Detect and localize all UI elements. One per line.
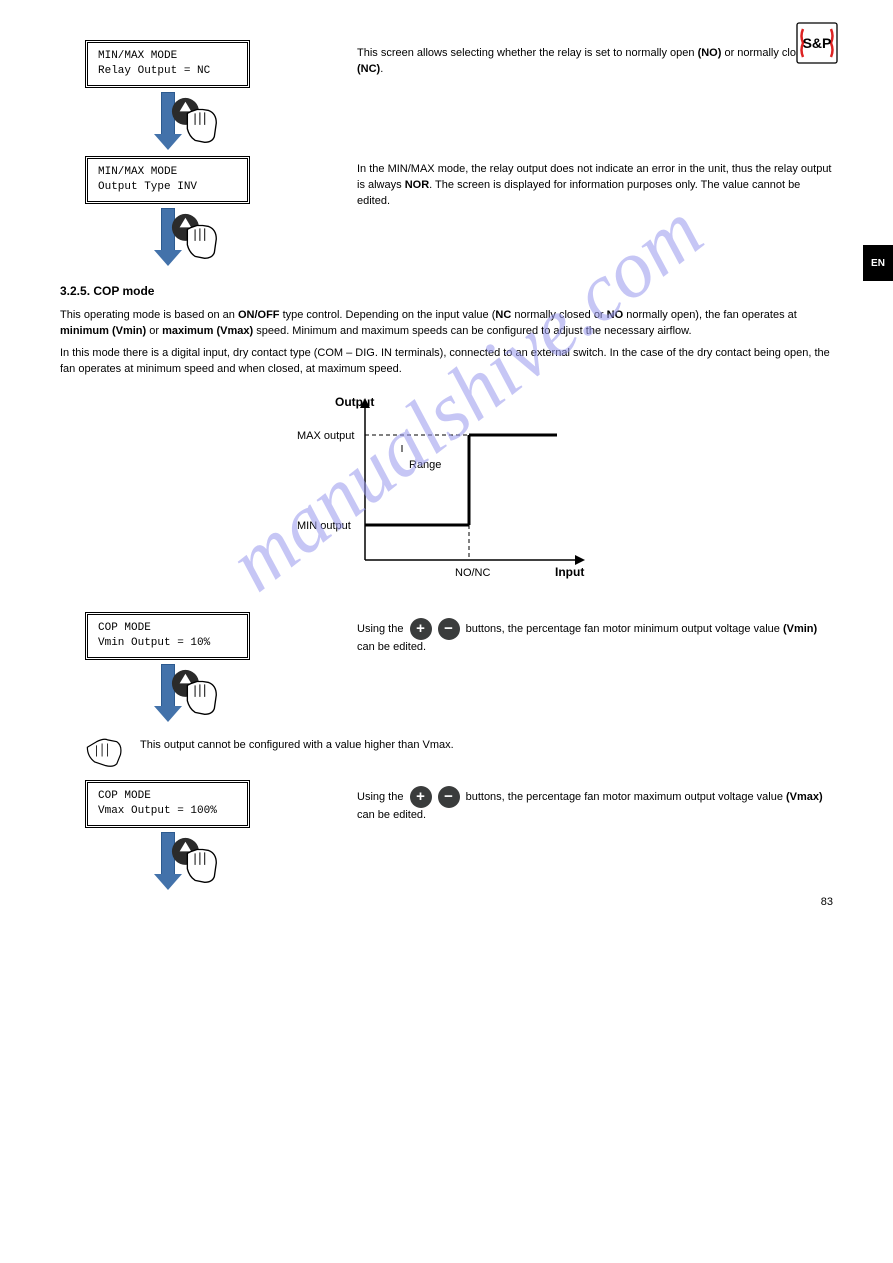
screen-line: MIN/MAX MODE <box>98 49 237 64</box>
screen-line: Relay Output = NC <box>98 64 237 79</box>
plus-minus-buttons: + − <box>410 786 460 808</box>
finger-press-down-icon <box>168 212 226 266</box>
svg-text:Range: Range <box>409 459 441 471</box>
down-arrow-press <box>85 208 250 266</box>
lcd-screen-vmin: COP MODE Vmin Output = 10% <box>85 612 250 660</box>
language-tab: EN <box>863 245 893 281</box>
step-description: Using the + − buttons, the percentage fa… <box>357 780 833 824</box>
finger-press-down-icon <box>168 96 226 150</box>
screen-line: MIN/MAX MODE <box>98 165 237 180</box>
cop-paragraph-2: In this mode there is a digital input, d… <box>60 346 833 378</box>
screen-line: COP MODE <box>98 789 237 804</box>
down-arrow-press <box>85 92 250 150</box>
step-description: This screen allows selecting whether the… <box>357 40 833 78</box>
lcd-screen-output-type: MIN/MAX MODE Output Type INV <box>85 156 250 204</box>
svg-text:S&P: S&P <box>803 35 832 51</box>
svg-text:NO/NC: NO/NC <box>455 567 491 579</box>
svg-text:MAX output: MAX output <box>297 430 354 442</box>
screen-line: Output Type INV <box>98 180 237 195</box>
plus-icon: + <box>410 618 432 640</box>
finger-press-down-icon <box>168 668 226 722</box>
cop-paragraph-1: This operating mode is based on an ON/OF… <box>60 308 833 340</box>
screen-line: COP MODE <box>98 621 237 636</box>
screen-line: Vmin Output = 10% <box>98 636 237 651</box>
section-heading-cop-mode: 3.2.5. COP mode <box>60 284 833 298</box>
step-description: In the MIN/MAX mode, the relay output do… <box>357 156 833 210</box>
svg-text:MIN output: MIN output <box>297 520 351 532</box>
lcd-screen-vmax: COP MODE Vmax Output = 100% <box>85 780 250 828</box>
finger-press-down-icon <box>168 836 226 890</box>
pointing-hand-icon <box>80 728 126 772</box>
lcd-screen-relay-output: MIN/MAX MODE Relay Output = NC <box>85 40 250 88</box>
page-number: 83 <box>821 896 833 908</box>
plus-minus-buttons: + − <box>410 618 460 640</box>
svg-text:Output: Output <box>335 395 374 409</box>
svg-text:Input: Input <box>555 565 584 579</box>
minus-icon: − <box>438 618 460 640</box>
down-arrow-press <box>85 832 250 890</box>
screen-line: Vmax Output = 100% <box>98 804 237 819</box>
note-text: This output cannot be configured with a … <box>140 738 454 754</box>
step-description: Using the + − buttons, the percentage fa… <box>357 612 833 656</box>
plus-icon: + <box>410 786 432 808</box>
brand-logo: S&P <box>796 22 838 64</box>
down-arrow-press <box>85 664 250 722</box>
minus-icon: − <box>438 786 460 808</box>
cop-mode-step-chart: Output MAX output MIN output Range NO/NC… <box>287 390 607 590</box>
